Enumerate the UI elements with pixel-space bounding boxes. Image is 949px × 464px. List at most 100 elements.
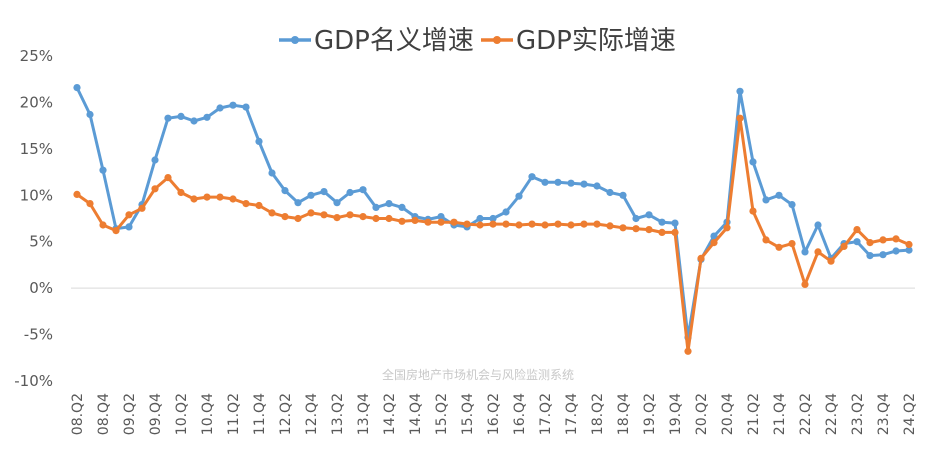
data-point [333, 199, 341, 207]
data-point [775, 191, 783, 199]
data-point [242, 200, 250, 208]
data-point [606, 222, 614, 230]
data-point [658, 228, 666, 236]
data-point [866, 239, 874, 247]
y-tick-label: -10% [14, 372, 53, 390]
y-axis: -10% -5% 0% 5% 10% 15% 20% 25% [14, 47, 53, 390]
data-point [567, 179, 575, 187]
data-point [710, 232, 718, 240]
legend-label-real: GDP实际增速 [516, 26, 676, 56]
data-point [801, 280, 809, 288]
data-point [242, 103, 250, 111]
data-point [255, 137, 263, 145]
data-point [86, 200, 94, 208]
data-point [619, 224, 627, 232]
data-point [541, 221, 549, 229]
data-point [671, 219, 679, 227]
data-point [229, 195, 237, 203]
data-point [177, 112, 185, 120]
x-tick-label: 19.Q2 [642, 393, 658, 435]
data-point [632, 225, 640, 233]
x-tick-label: 13.Q2 [330, 393, 346, 435]
data-point [424, 218, 432, 226]
x-tick-label: 24.Q2 [902, 393, 918, 435]
data-point [255, 201, 263, 210]
x-tick-label: 21.Q2 [746, 393, 762, 435]
data-point [320, 211, 328, 219]
data-point [554, 178, 562, 186]
data-point [489, 214, 497, 223]
x-tick-label: 16.Q4 [512, 393, 528, 435]
data-point [125, 211, 133, 219]
legend-label-nominal: GDP名义增速 [314, 26, 474, 56]
data-point [216, 104, 224, 112]
data-point [294, 199, 302, 207]
x-tick-label: 09.Q2 [122, 393, 138, 435]
legend-marker-nominal [291, 36, 299, 44]
data-point [359, 213, 367, 221]
x-tick-label: 08.Q2 [70, 393, 86, 435]
data-point [905, 246, 913, 254]
x-tick-label: 09.Q4 [148, 393, 164, 435]
data-point [346, 188, 354, 197]
x-tick-label: 08.Q4 [96, 393, 112, 435]
x-tick-label: 16.Q2 [486, 393, 502, 435]
x-tick-label: 22.Q4 [824, 393, 840, 435]
data-point [385, 200, 393, 208]
data-point [164, 114, 172, 122]
data-point [86, 110, 94, 119]
data-point [645, 211, 653, 219]
y-tick-label: 20% [20, 93, 53, 111]
data-point [138, 204, 146, 212]
data-point [749, 158, 757, 166]
data-point [476, 221, 484, 229]
data-point [853, 238, 861, 246]
data-point [190, 195, 198, 203]
legend-item-nominal: GDP名义增速 [279, 26, 474, 56]
data-point [372, 214, 380, 223]
y-tick-label: 0% [29, 279, 53, 297]
data-point [905, 240, 913, 249]
data-point [879, 251, 887, 259]
data-point [385, 214, 393, 223]
data-point [216, 193, 224, 201]
legend-item-real: GDP实际增速 [481, 26, 676, 56]
data-point [762, 196, 770, 204]
data-point [476, 214, 484, 223]
data-point [151, 156, 159, 164]
data-point [177, 188, 185, 197]
data-point [697, 254, 705, 262]
x-tick-label: 18.Q4 [616, 393, 632, 435]
x-tick-label: 17.Q4 [564, 393, 580, 435]
data-point [619, 191, 627, 199]
legend: GDP名义增速 GDP实际增速 [279, 26, 676, 56]
data-point [736, 114, 744, 122]
x-tick-label: 22.Q2 [798, 393, 814, 435]
x-tick-label: 10.Q4 [200, 393, 216, 435]
data-point [359, 186, 367, 194]
legend-marker-real [493, 36, 501, 44]
series-layer [73, 84, 913, 355]
data-point [671, 228, 679, 236]
x-tick-label: 20.Q2 [694, 393, 710, 435]
data-point [229, 101, 237, 109]
data-point [736, 87, 744, 95]
data-point [788, 240, 796, 248]
data-point [866, 252, 874, 260]
data-point [879, 236, 887, 244]
data-point [398, 203, 406, 211]
data-point [372, 203, 380, 211]
x-tick-label: 23.Q4 [876, 393, 892, 435]
data-point [411, 216, 419, 224]
data-point [827, 257, 835, 265]
x-tick-label: 17.Q2 [538, 393, 554, 435]
data-point [398, 217, 406, 225]
data-point [320, 188, 328, 196]
data-point [762, 236, 770, 244]
x-tick-label: 11.Q4 [252, 393, 268, 435]
data-point [99, 166, 107, 174]
x-tick-label: 19.Q4 [668, 393, 684, 435]
data-point [203, 193, 211, 201]
